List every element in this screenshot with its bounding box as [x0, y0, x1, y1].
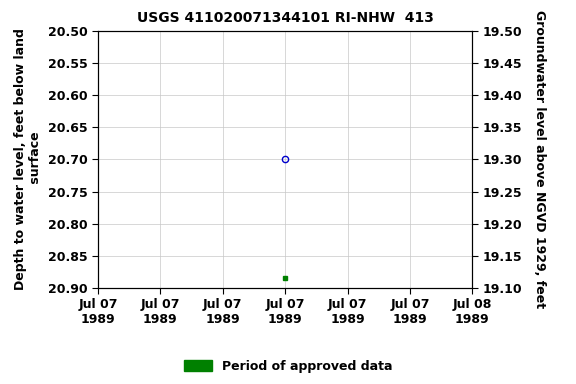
- Y-axis label: Depth to water level, feet below land
 surface: Depth to water level, feet below land su…: [14, 28, 42, 290]
- Title: USGS 411020071344101 RI-NHW  413: USGS 411020071344101 RI-NHW 413: [137, 12, 434, 25]
- Legend: Period of approved data: Period of approved data: [179, 355, 397, 378]
- Y-axis label: Groundwater level above NGVD 1929, feet: Groundwater level above NGVD 1929, feet: [533, 10, 547, 308]
